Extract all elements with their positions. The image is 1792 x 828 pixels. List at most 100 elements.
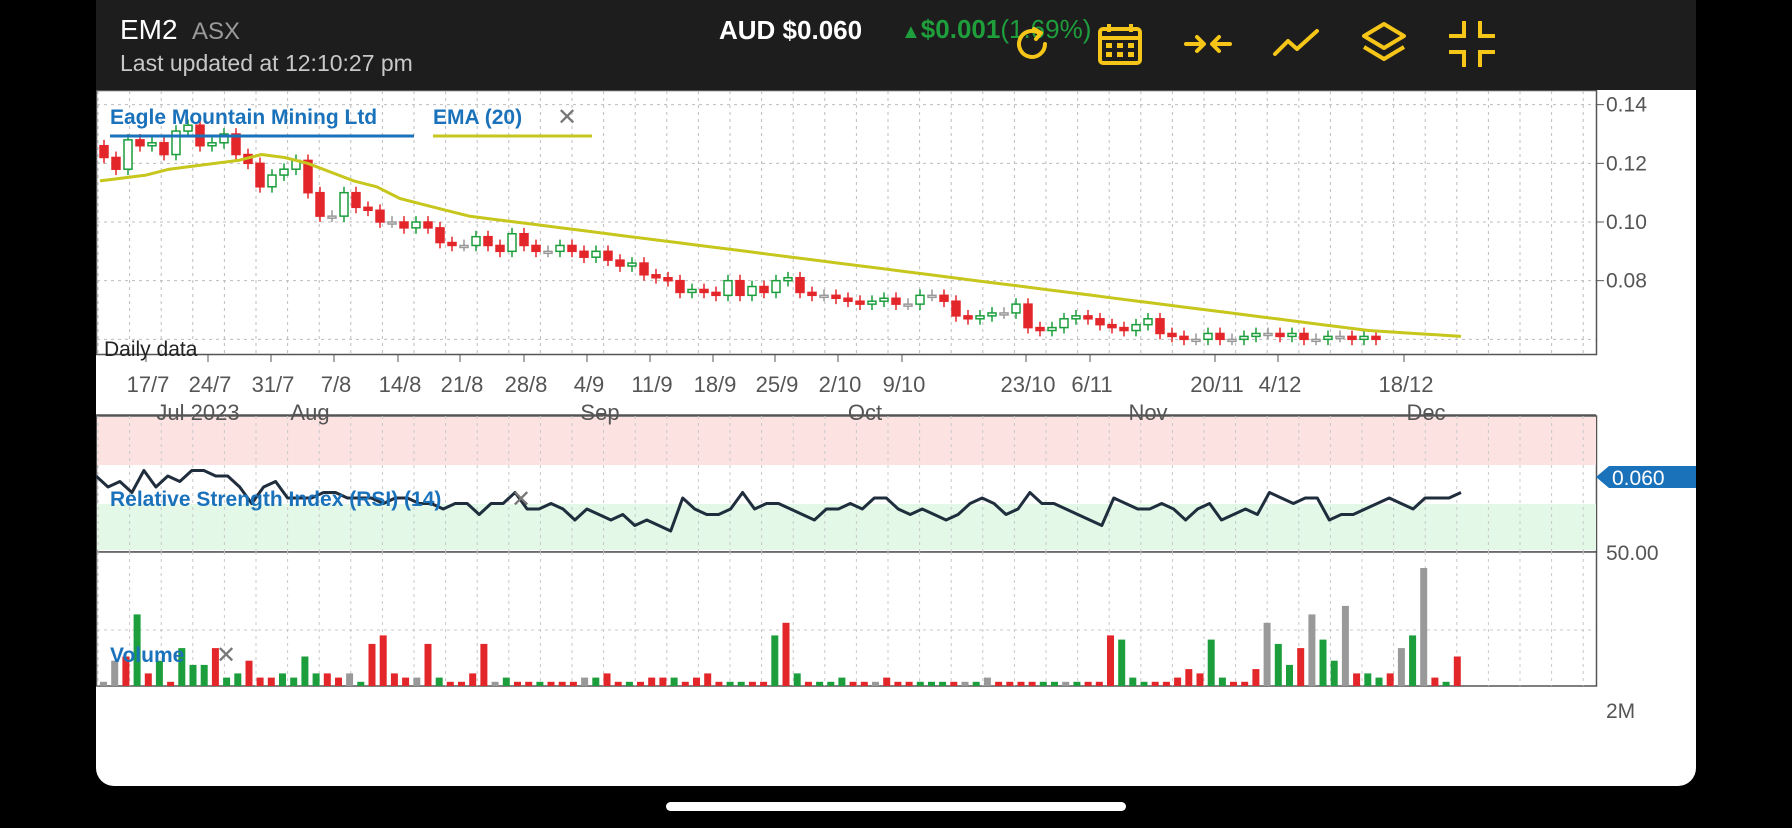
volume-bar: [748, 681, 756, 686]
candle-body: [1083, 315, 1093, 320]
layers-icon[interactable]: [1360, 20, 1408, 68]
rsi-title[interactable]: Relative Strength Index (RSI) (14): [110, 488, 441, 511]
compress-icon[interactable]: [1184, 20, 1232, 68]
volume-bar: [804, 681, 812, 686]
candle-body: [279, 168, 289, 176]
refresh-icon[interactable]: [1008, 20, 1056, 68]
volume-bar: [1073, 681, 1081, 686]
last-updated-text: Last updated at 12:10:27 pm: [120, 50, 413, 76]
legend-main[interactable]: Eagle Mountain Mining Ltd: [110, 106, 377, 129]
volume-bar: [1319, 639, 1327, 686]
candle-body: [1155, 318, 1165, 335]
x-tick-label: 25/9: [756, 372, 799, 397]
candle-body: [711, 291, 721, 297]
volume-bar: [502, 677, 510, 686]
volume-bar: [446, 681, 454, 686]
candle-body: [315, 191, 325, 217]
volume-bar: [413, 677, 421, 686]
stock-chart[interactable]: 0.14 0.12 0.10 0.08 17/7 24/7 31/7 7/8 14/8 21/8…: [96, 90, 1696, 786]
candle-body: [855, 300, 865, 305]
candle-body: [603, 250, 613, 261]
candle-body: [1035, 326, 1045, 332]
volume-bar: [267, 677, 275, 686]
volume-bar: [905, 681, 913, 686]
volume-bar: [625, 681, 633, 686]
rsi-y-tick: 50.00: [1606, 542, 1659, 565]
calendar-icon[interactable]: [1096, 20, 1144, 68]
candle-body: [459, 244, 469, 249]
month-label: Dec: [1406, 400, 1445, 425]
candle-body: [1011, 303, 1021, 314]
candle-body: [1071, 315, 1081, 320]
candle-body: [819, 294, 829, 299]
candle-body: [879, 297, 889, 302]
candle-body: [903, 303, 913, 307]
volume-bar: [894, 681, 902, 686]
candle-body: [1203, 332, 1213, 341]
volume-bar: [301, 656, 309, 686]
line-chart-icon[interactable]: [1272, 20, 1320, 68]
candle-body: [627, 262, 637, 267]
volume-bar: [1118, 639, 1126, 686]
candle-body: [207, 142, 217, 147]
volume-bar: [983, 677, 991, 686]
candle-body: [123, 139, 133, 170]
candle-body: [435, 227, 445, 244]
volume-bar: [424, 643, 432, 686]
remove-rsi-close-icon[interactable]: ✕: [511, 485, 531, 513]
x-tick-label: 17/7: [127, 372, 170, 397]
candle-body: [771, 279, 781, 294]
candle-body: [699, 288, 709, 294]
volume-bar: [1364, 673, 1372, 686]
x-tick-label: 28/8: [505, 372, 548, 397]
candle-body: [783, 276, 793, 282]
x-tick-label: 7/8: [321, 372, 352, 397]
volume-title[interactable]: Volume: [110, 644, 184, 667]
home-indicator[interactable]: [666, 802, 1126, 811]
chart-area[interactable]: 0.14 0.12 0.10 0.08 17/7 24/7 31/7 7/8 14/8 21/8…: [96, 90, 1696, 786]
volume-bar: [860, 681, 868, 686]
x-tick-label: 6/11: [1071, 372, 1112, 397]
volume-y-tick: 2M: [1606, 700, 1635, 723]
volume-bar: [525, 681, 533, 686]
candle-body: [1251, 332, 1261, 338]
volume-bar: [1420, 568, 1428, 686]
candle-body: [915, 294, 925, 305]
volume-bar: [1297, 648, 1305, 686]
candle-body: [327, 215, 337, 219]
volume-bar: [760, 681, 768, 686]
candle-body: [411, 221, 421, 229]
volume-bar: [1017, 681, 1025, 686]
x-tick-label: 2/10: [819, 372, 862, 397]
remove-ema-close-icon[interactable]: ✕: [557, 103, 577, 131]
volume-bar: [816, 681, 824, 686]
up-arrow-icon: ▲: [901, 21, 921, 43]
volume-bar: [435, 677, 443, 686]
x-tick-label: 11/9: [631, 372, 672, 397]
x-tick-label: 23/10: [1000, 372, 1055, 397]
candle-body: [639, 262, 649, 276]
exit-fullscreen-icon[interactable]: [1448, 20, 1496, 68]
candle-body: [471, 235, 481, 247]
x-tick-label: 18/9: [694, 372, 737, 397]
candle-body: [555, 244, 565, 253]
volume-bar: [469, 673, 477, 686]
candle-body: [831, 294, 841, 300]
volume-bar: [1252, 669, 1260, 686]
legend-ema[interactable]: EMA (20): [433, 106, 522, 129]
volume-bar: [368, 643, 376, 686]
current-price-tag-text: 0.060: [1612, 467, 1665, 490]
price-change: ▲$0.001(1.69%): [901, 14, 1091, 45]
candle-body: [939, 294, 949, 302]
candle-body: [735, 279, 745, 297]
x-tick-label: 21/8: [441, 372, 484, 397]
volume-bar: [1330, 660, 1338, 686]
volume-bar: [961, 681, 969, 686]
candle-body: [843, 297, 853, 302]
volume-bar: [379, 635, 387, 686]
y-tick-label: 0.08: [1606, 270, 1647, 293]
volume-bar: [1062, 681, 1070, 686]
volume-bar: [1218, 677, 1226, 686]
x-tick-label: 18/12: [1378, 372, 1433, 397]
remove-volume-close-icon[interactable]: ✕: [216, 641, 236, 669]
